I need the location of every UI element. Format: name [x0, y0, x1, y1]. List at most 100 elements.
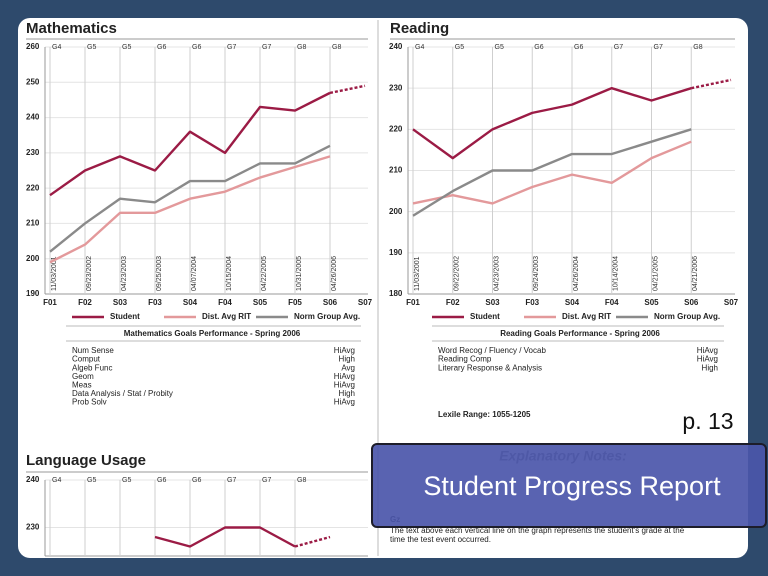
- goal-name: Comput: [72, 355, 101, 364]
- goal-name: Prob Solv: [72, 398, 107, 407]
- test-date: 10/14/2004: [613, 256, 620, 291]
- notes-text: time the test event occurred.: [390, 535, 491, 544]
- y-tick-label: 230: [26, 523, 40, 532]
- projection-line: [329, 84, 366, 95]
- x-tick-label: F01: [43, 298, 57, 307]
- x-tick-label: F02: [446, 298, 460, 307]
- caption: Student Progress Report: [423, 471, 721, 501]
- goals-title: Mathematics Goals Performance - Spring 2…: [124, 329, 301, 338]
- y-tick-label: 210: [389, 166, 403, 175]
- y-tick-label: 220: [389, 124, 403, 133]
- grade-label: G4: [52, 44, 61, 51]
- grade-label: G6: [192, 477, 201, 484]
- grade-label: G5: [122, 44, 131, 51]
- test-date: 09/25/2003: [156, 256, 163, 291]
- goal-level: HiAvg: [697, 346, 718, 355]
- chart-title: Language Usage: [26, 452, 146, 469]
- grade-label: G6: [574, 44, 583, 51]
- y-tick-label: 230: [389, 83, 403, 92]
- goal-level: High: [339, 389, 355, 398]
- series-line: [412, 128, 692, 217]
- test-date: 10/31/2005: [296, 256, 303, 291]
- y-tick-label: 230: [26, 148, 40, 157]
- series-line: [154, 526, 296, 548]
- goal-level: High: [339, 355, 355, 364]
- goal-name: Geom: [72, 372, 94, 381]
- goal-name: Algeb Func: [72, 363, 112, 372]
- page-label: p. 13: [682, 408, 733, 434]
- series-line: [49, 91, 331, 197]
- test-date: 04/07/2004: [191, 256, 198, 291]
- grade-label: G7: [654, 44, 663, 51]
- grade-label: G7: [262, 44, 271, 51]
- grade-label: G8: [297, 477, 306, 484]
- projection-line: [691, 78, 732, 90]
- y-tick-label: 260: [26, 42, 40, 51]
- x-tick-label: F03: [525, 298, 539, 307]
- y-tick-label: 220: [26, 183, 40, 192]
- grade-label: G5: [122, 477, 131, 484]
- y-tick-label: 240: [26, 475, 40, 484]
- x-tick-label: F03: [148, 298, 162, 307]
- report-content: Mathematics 190 200 210 220 230 240 250 260 G4 G5 G…: [26, 20, 742, 557]
- goal-level: HiAvg: [334, 372, 355, 381]
- test-date: 09/24/2003: [533, 256, 540, 291]
- test-date: 04/26/2004: [573, 256, 580, 291]
- y-tick-label: 200: [26, 254, 40, 263]
- test-date: 04/21/2006: [692, 256, 699, 291]
- grade-label: G7: [614, 44, 623, 51]
- y-tick-label: 190: [389, 248, 403, 257]
- legend-label: Dist. Avg RIT: [202, 312, 251, 321]
- lexile-range: Lexile Range: 1055-1205: [438, 410, 531, 419]
- goal-level: HiAvg: [334, 398, 355, 407]
- grade-label: G7: [227, 44, 236, 51]
- grade-label: G8: [332, 44, 341, 51]
- goal-name: Literary Response & Analysis: [438, 363, 542, 372]
- caption-box: [371, 443, 767, 528]
- test-date: 04/21/2005: [652, 256, 659, 291]
- y-tick-label: 200: [389, 207, 403, 216]
- series-line: [49, 144, 331, 253]
- x-tick-label: S03: [113, 298, 128, 307]
- test-date: 11/03/2001: [51, 256, 58, 291]
- y-tick-label: 240: [389, 42, 403, 51]
- test-date: 09/23/2002: [86, 256, 93, 291]
- goal-name: Data Analysis / Stat / Probity: [72, 389, 173, 398]
- projection-line: [294, 535, 331, 548]
- x-tick-label: S03: [485, 298, 500, 307]
- x-tick-label: S06: [323, 298, 338, 307]
- notes-text: The text above each vertical line on the…: [390, 526, 685, 535]
- grade-label: G8: [297, 44, 306, 51]
- grade-label: G7: [262, 477, 271, 484]
- legend-label: Dist. Avg RIT: [562, 312, 611, 321]
- x-tick-label: S05: [253, 298, 268, 307]
- x-tick-label: F01: [406, 298, 420, 307]
- grade-label: G5: [87, 44, 96, 51]
- x-tick-label: F04: [218, 298, 232, 307]
- x-tick-label: S04: [565, 298, 580, 307]
- test-date: 10/15/2004: [226, 256, 233, 291]
- series-line: [412, 86, 692, 160]
- goal-level: HiAvg: [697, 355, 718, 364]
- test-date: 11/03/2001: [414, 256, 421, 291]
- x-tick-label: S07: [724, 298, 739, 307]
- series-line: [49, 155, 331, 264]
- y-tick-label: 190: [26, 289, 40, 298]
- x-tick-label: S07: [358, 298, 373, 307]
- grade-label: G8: [693, 44, 702, 51]
- legend-label: Student: [470, 312, 500, 321]
- grade-label: G4: [415, 44, 424, 51]
- x-tick-label: S06: [684, 298, 699, 307]
- goal-level: HiAvg: [334, 346, 355, 355]
- grade-label: G6: [157, 477, 166, 484]
- goals-title: Reading Goals Performance - Spring 2006: [500, 329, 660, 338]
- legend-label: Norm Group Avg.: [294, 312, 360, 321]
- x-tick-label: S04: [183, 298, 198, 307]
- legend-label: Norm Group Avg.: [654, 312, 720, 321]
- series-line: [412, 140, 692, 205]
- grade-label: G6: [192, 44, 201, 51]
- goal-level: HiAvg: [334, 381, 355, 390]
- goal-name: Reading Comp: [438, 355, 492, 364]
- grade-label: G7: [227, 477, 236, 484]
